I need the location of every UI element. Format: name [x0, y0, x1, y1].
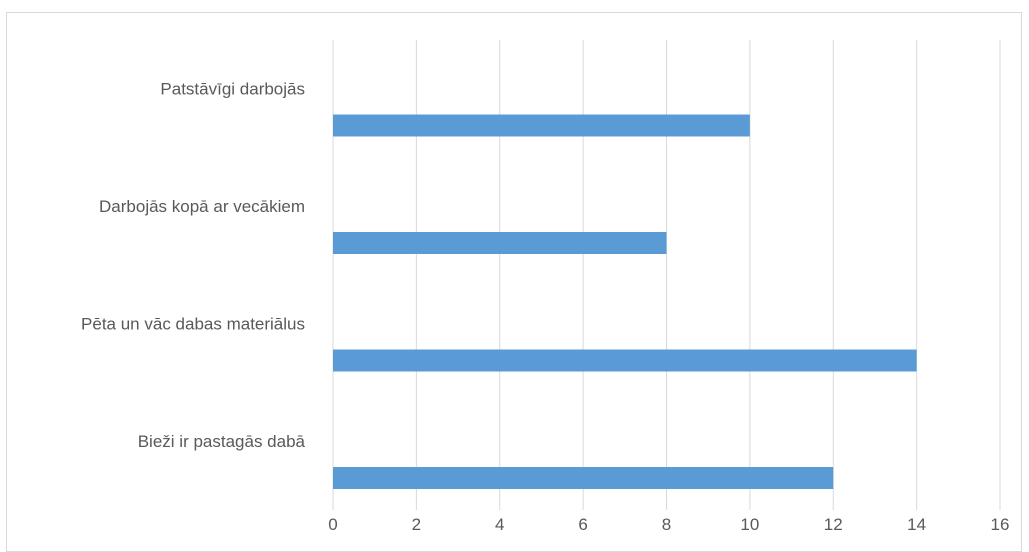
- x-axis-tick-labels: 0 2 4 6 8 10 12 14 16: [328, 515, 1009, 534]
- category-label: Pēta un vāc dabas materiālus: [81, 315, 305, 334]
- category-labels: Patstāvīgi darbojās Darbojās kopā ar vecā…: [81, 80, 306, 452]
- chart-area: [6, 12, 1022, 552]
- x-tick-label: 14: [907, 515, 926, 534]
- x-tick-label: 16: [991, 515, 1010, 534]
- bar: [333, 349, 917, 372]
- category-label: Darbojās kopā ar vecākiem: [99, 197, 305, 216]
- bar: [333, 114, 750, 137]
- x-tick-label: 12: [824, 515, 843, 534]
- category-label: Patstāvīgi darbojās: [160, 80, 305, 99]
- x-tick-label: 10: [740, 515, 759, 534]
- x-tick-label: 4: [495, 515, 504, 534]
- gridlines: [332, 40, 1001, 510]
- x-tick-label: 0: [328, 515, 337, 534]
- category-label: Bieži ir pastagās dabā: [138, 432, 306, 451]
- bars: [333, 114, 917, 489]
- x-tick-label: 6: [578, 515, 587, 534]
- x-tick-label: 8: [662, 515, 671, 534]
- bar: [333, 232, 667, 254]
- bar: [333, 467, 834, 489]
- x-tick-label: 2: [412, 515, 421, 534]
